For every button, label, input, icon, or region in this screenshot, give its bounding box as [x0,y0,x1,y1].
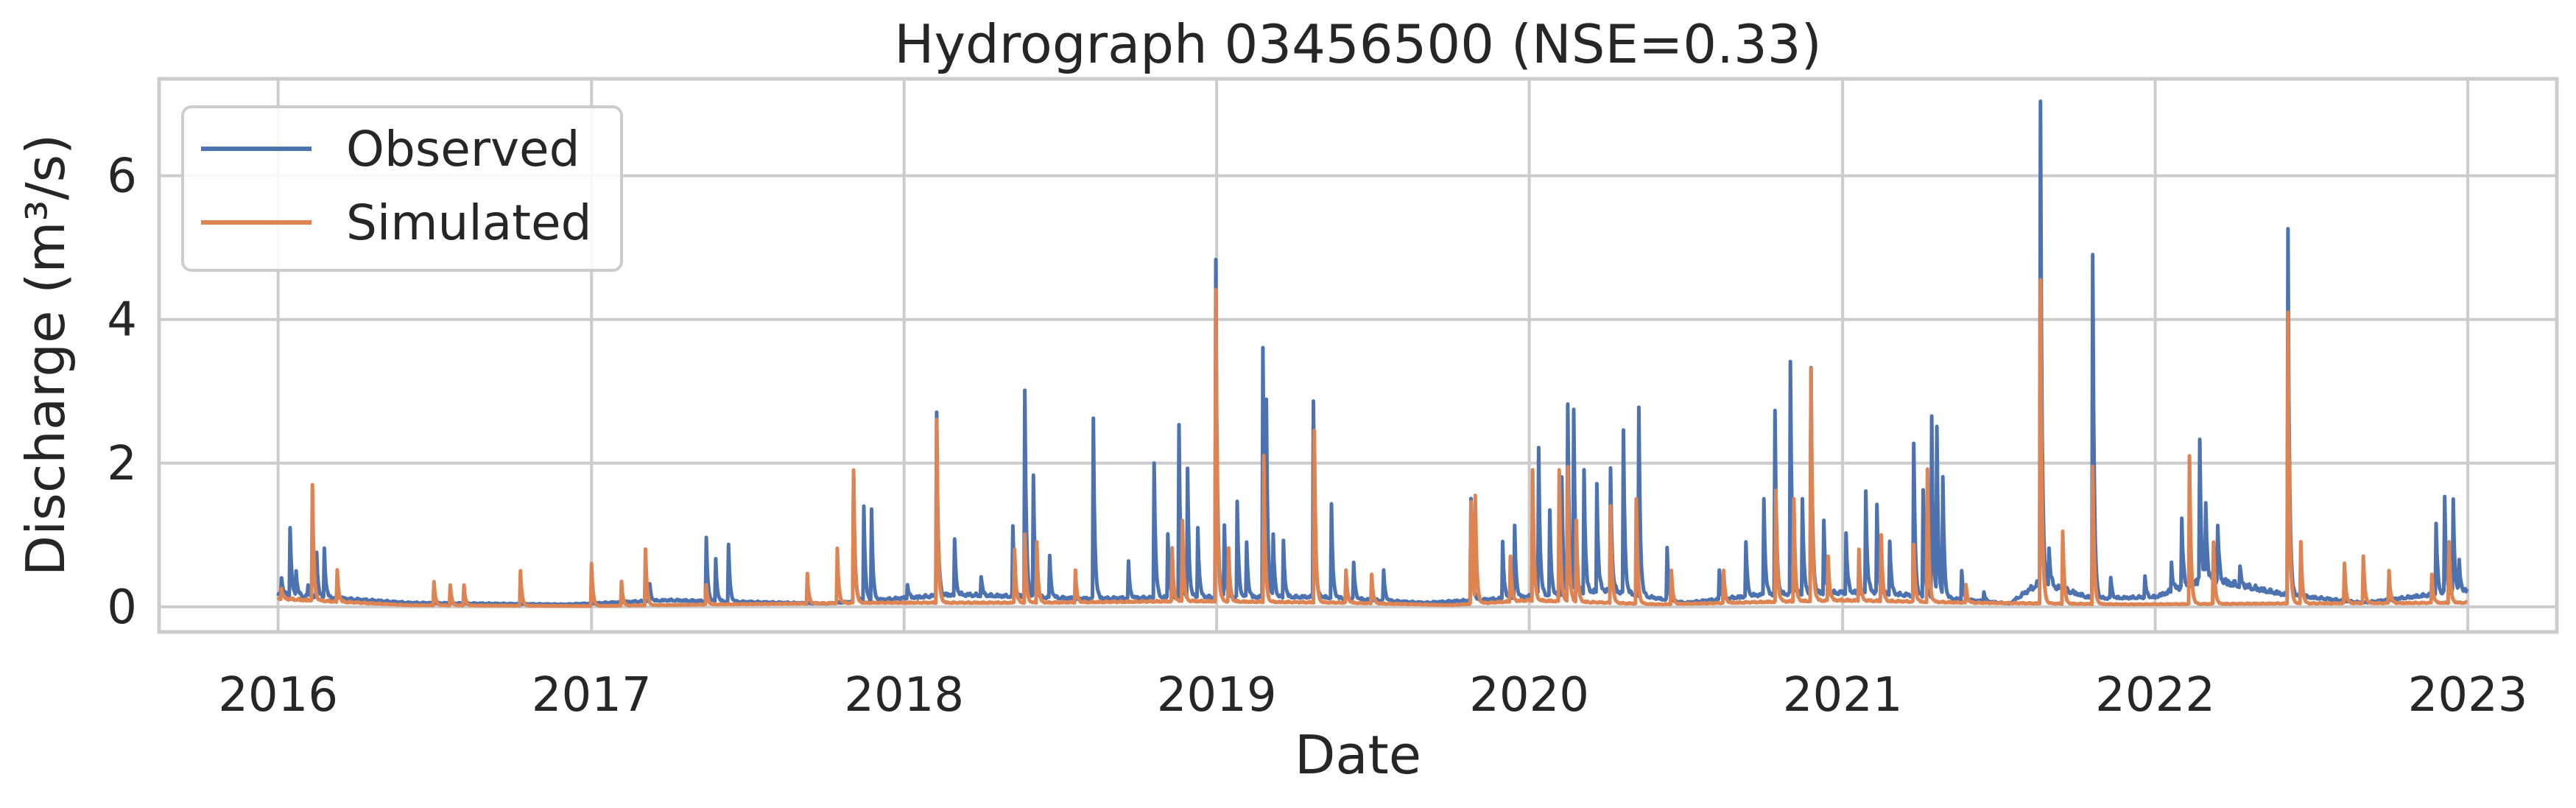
chart-title: Hydrograph 03456500 (NSE=0.33) [894,13,1821,75]
x-tick-label: 2018 [844,668,964,723]
y-tick-label: 4 [107,293,137,348]
x-tick-label: 2019 [1157,668,1277,723]
y-tick-label: 6 [107,150,137,204]
legend: Observed Simulated [181,105,623,272]
x-tick-label: 2022 [2095,668,2215,723]
x-axis-label: Date [1295,724,1421,786]
legend-label-simulated: Simulated [346,194,592,251]
series-line-simulated [276,278,2468,608]
x-tick-label: 2016 [218,668,338,723]
plot-frame [157,77,2559,634]
y-tick-labels: 0 2 4 6 [107,150,137,635]
y-tick-label: 0 [107,580,137,635]
y-axis-label: Discharge (m³/s) [15,134,77,576]
x-tick-label: 2017 [532,668,652,723]
plot-series [276,99,2469,608]
y-tick-label: 2 [107,437,137,491]
x-tick-label: 2020 [1469,668,1589,723]
x-tick-labels: 2016 2017 2018 2019 2020 2021 2022 2023 [218,668,2527,723]
legend-label-observed: Observed [346,121,580,178]
x-tick-label: 2023 [2408,668,2528,723]
x-tick-label: 2021 [1783,668,1903,723]
